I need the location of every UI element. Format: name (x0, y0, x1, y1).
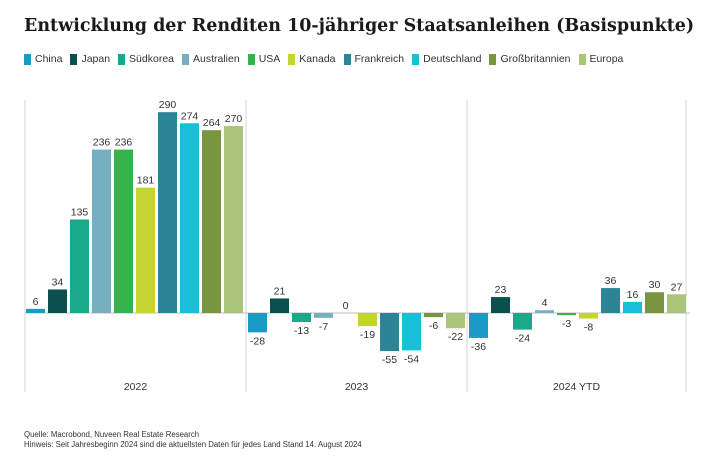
data-label: 274 (181, 110, 199, 122)
bar (535, 310, 554, 313)
bar (70, 219, 89, 313)
legend-label: Europa (589, 53, 624, 65)
legend-label: Kanada (299, 53, 336, 65)
data-label: 264 (203, 117, 221, 129)
data-label: 0 (343, 300, 349, 312)
data-label: -24 (515, 333, 530, 345)
data-label: 236 (115, 137, 133, 149)
bar (92, 149, 111, 313)
bar (667, 294, 686, 313)
bar (158, 112, 177, 313)
legend-item-frankreich: Frankreich (343, 53, 405, 65)
data-label: -6 (429, 320, 438, 332)
data-label: 6 (33, 296, 39, 308)
bar (424, 313, 443, 318)
data-label: 4 (542, 297, 548, 309)
x-tick-label: 2022 (124, 381, 148, 393)
legend-swatch (247, 53, 255, 65)
x-tick-label: 2023 (345, 381, 369, 393)
footer: Quelle: Macrobond, Nuveen Real Estate Re… (24, 430, 362, 450)
data-label: 27 (671, 281, 683, 293)
legend-item-japan: Japan (70, 53, 110, 65)
bar (224, 126, 243, 314)
bar (446, 313, 465, 329)
legend-item-grossbritannien: Großbritannien (489, 53, 571, 65)
bar (491, 297, 510, 313)
legend-label: Südkorea (129, 53, 174, 65)
data-label: 16 (627, 289, 639, 301)
legend-swatch (288, 53, 296, 65)
bar (180, 123, 199, 313)
legend-label: USA (258, 53, 281, 65)
bar (26, 308, 45, 313)
bar (579, 313, 598, 319)
legend-item-australien: Australien (182, 53, 240, 65)
legend-item-europa: Europa (578, 53, 624, 65)
legend-item-suedkorea: Südkorea (118, 53, 174, 65)
data-label: -3 (562, 318, 571, 330)
x-tick-label: 2024 YTD (553, 381, 601, 393)
bar (557, 313, 576, 316)
legend-swatch (489, 53, 497, 65)
bar (48, 289, 67, 313)
bar (380, 313, 399, 352)
data-label: 270 (225, 113, 243, 125)
source-note: Quelle: Macrobond, Nuveen Real Estate Re… (24, 430, 200, 439)
legend-label: Großbritannien (500, 53, 571, 65)
data-label: 34 (52, 276, 64, 288)
data-label: -22 (448, 331, 463, 343)
legend-item-kanada: Kanada (288, 53, 336, 65)
bar (623, 301, 642, 313)
data-label: -19 (360, 329, 375, 341)
legend-item-usa: USA (247, 53, 281, 65)
legend-label: Deutschland (423, 53, 482, 65)
legend-swatch (118, 53, 126, 65)
data-label: -55 (382, 354, 397, 366)
data-label: -7 (319, 321, 328, 333)
bar (202, 130, 221, 313)
data-label: 36 (605, 275, 617, 287)
data-label: 135 (71, 207, 89, 219)
bar (136, 187, 155, 313)
bar (402, 313, 421, 351)
data-label: -54 (404, 353, 419, 365)
data-note: Hinweis: Seit Jahresbeginn 2024 sind die… (24, 440, 362, 449)
data-label: 30 (649, 279, 661, 291)
data-label: 290 (159, 99, 177, 111)
data-label: 181 (137, 175, 155, 187)
bar (292, 313, 311, 323)
legend-item-china: China (24, 53, 62, 65)
bar (513, 313, 532, 330)
bar (645, 292, 664, 313)
legend-label: Frankreich (354, 53, 405, 65)
bar (358, 313, 377, 327)
legend: China Japan Südkorea Australien USA Kana… (24, 52, 631, 66)
data-label: 21 (274, 285, 286, 297)
bar (601, 288, 620, 313)
legend-label: China (35, 53, 63, 65)
data-label: -8 (584, 322, 593, 334)
legend-label: Australien (193, 53, 240, 65)
bar (270, 298, 289, 313)
legend-swatch (70, 53, 78, 65)
bar (469, 313, 488, 338)
chart-title: Entwicklung der Renditen 10-jähriger Sta… (24, 16, 695, 36)
legend-label: Japan (81, 53, 111, 65)
legend-swatch (182, 53, 189, 65)
data-label: -13 (294, 325, 309, 337)
legend-swatch (343, 53, 351, 65)
data-label: 236 (93, 137, 111, 149)
bar (314, 313, 333, 318)
bar (248, 313, 267, 333)
legend-item-deutschland: Deutschland (412, 53, 481, 65)
legend-swatch (24, 53, 31, 65)
legend-swatch (578, 53, 586, 65)
bar (114, 149, 133, 313)
data-label: -36 (471, 341, 486, 353)
data-label: 23 (495, 284, 507, 296)
legend-swatch (412, 53, 420, 65)
data-label: -28 (250, 335, 265, 347)
